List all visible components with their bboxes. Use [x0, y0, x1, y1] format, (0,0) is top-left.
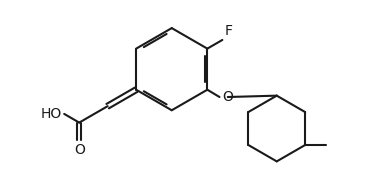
Text: O: O	[74, 143, 85, 157]
Text: HO: HO	[41, 107, 62, 121]
Text: F: F	[224, 24, 232, 38]
Text: O: O	[223, 90, 234, 104]
